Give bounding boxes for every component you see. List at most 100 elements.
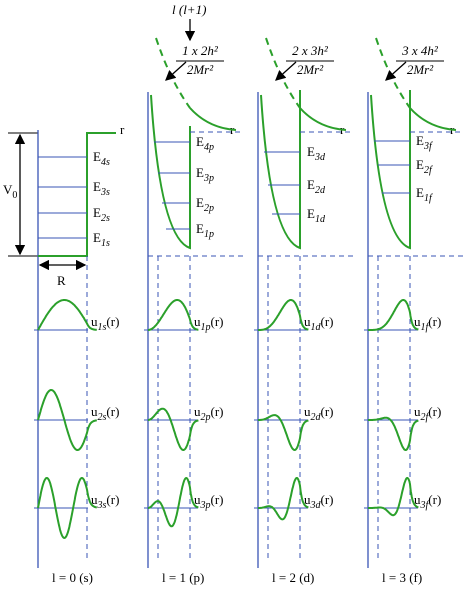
wavefunction (368, 416, 419, 451)
energy-sub: 2f (424, 165, 433, 176)
fn-sub: 2p (201, 412, 211, 423)
fn-arg: (r) (428, 314, 441, 329)
fn-arg: (r) (106, 314, 119, 329)
energy-label: E2p (196, 195, 214, 214)
wavefunction-label: u1p(r) (194, 314, 224, 333)
energy-label: E1d (307, 206, 326, 225)
energy-sub: 2s (101, 213, 110, 224)
barrier-numerator: 2 x 3h² (292, 43, 329, 58)
fn-arg: (r) (428, 492, 441, 507)
energy-sub: 1s (101, 238, 110, 249)
fn-sub: 3s (97, 500, 107, 511)
energy-sub: 4s (101, 157, 110, 168)
wavefunction-label: u1f(r) (414, 314, 441, 333)
fn-main: u (304, 492, 311, 507)
energy-main: E (93, 205, 101, 220)
fn-sub: 2f (421, 412, 430, 423)
barrier (189, 107, 237, 131)
energy-sub: 1d (315, 214, 326, 225)
barrier-arrow (165, 61, 187, 81)
fn-sub: 3d (310, 500, 322, 511)
energy-label: E4s (93, 149, 110, 168)
wavefunction (368, 299, 419, 331)
energy-label: E1f (416, 185, 433, 204)
barrier-arrow (275, 61, 297, 81)
energy-label: E3f (416, 133, 433, 152)
fn-arg: (r) (211, 314, 224, 329)
fn-arg: (r) (211, 492, 224, 507)
energy-main: E (416, 157, 424, 172)
fn-sub: 1d (311, 322, 322, 333)
wavefunction (368, 477, 419, 517)
wavefunction (37, 389, 97, 451)
energy-main: E (196, 221, 204, 236)
wavefunction-label: u1d(r) (304, 314, 334, 333)
depth-label: V0 (3, 182, 17, 201)
energy-main: E (196, 195, 204, 210)
column-caption: l = 0 (s) (52, 570, 93, 585)
energy-main: E (307, 144, 315, 159)
wavefunction-label: u2f(r) (414, 404, 441, 423)
fn-main: u (194, 314, 201, 329)
barrier-numerator: 3 x 4h² (401, 43, 439, 58)
fn-sub: 2d (311, 412, 322, 423)
column-caption: l = 3 (f) (382, 570, 422, 585)
fn-main: u (304, 404, 311, 419)
energy-label: E1p (196, 221, 214, 240)
fn-sub: 1f (421, 322, 430, 333)
wavefunction-label: u2d(r) (304, 404, 334, 423)
fn-sub: 3f (420, 500, 430, 511)
column-caption: l = 2 (d) (272, 570, 314, 585)
radius-label: R (57, 273, 66, 288)
energy-main: E (307, 177, 315, 192)
fn-sub: 1p (201, 322, 211, 333)
wavefunction-label: u3p(r) (194, 492, 224, 511)
energy-label: E1s (93, 230, 110, 249)
wavefunction (148, 299, 199, 331)
wavefunction-label: u3f(r) (414, 492, 441, 511)
fn-arg: (r) (106, 492, 119, 507)
fn-sub: 2s (98, 412, 107, 423)
barrier (409, 107, 457, 131)
fn-main: u (414, 404, 421, 419)
energy-label: E3d (307, 144, 326, 163)
wavefunction (148, 476, 199, 528)
energy-label: E2d (307, 177, 326, 196)
energy-sub: 1p (204, 229, 214, 240)
energy-main: E (196, 165, 204, 180)
depth-sub: 0 (12, 190, 17, 201)
fn-arg: (r) (211, 404, 224, 419)
column-caption: l = 1 (p) (162, 570, 204, 585)
fn-sub: 3p (200, 500, 211, 511)
fn-arg: (r) (428, 404, 441, 419)
barrier (299, 107, 347, 131)
fn-main: u (304, 314, 311, 329)
fn-arg: (r) (321, 404, 334, 419)
barrier-denominator: 2Mr² (297, 62, 324, 77)
wavefunction (258, 477, 309, 521)
well (38, 132, 116, 257)
barrier-numerator: 1 x 2h² (182, 43, 219, 58)
wavefunction (37, 299, 97, 331)
wavefunction (258, 414, 309, 452)
wavefunction-label: u1s(r) (91, 314, 119, 333)
energy-main: E (416, 133, 424, 148)
wavefunction-label: u2s(r) (91, 404, 119, 423)
energy-sub: 4p (204, 142, 214, 153)
energy-main: E (196, 134, 204, 149)
barrier-arrow (385, 61, 407, 81)
fn-sub: 1s (98, 322, 107, 333)
energy-main: E (93, 149, 101, 164)
fn-main: u (194, 492, 201, 507)
wavefunction (148, 407, 199, 451)
energy-label: E3p (196, 165, 214, 184)
fn-main: u (91, 492, 98, 507)
effective-potential (150, 94, 191, 250)
fn-main: u (194, 404, 201, 419)
energy-sub: 3f (423, 141, 433, 152)
wavefunction (37, 476, 97, 540)
energy-label: E3s (93, 179, 110, 198)
fn-arg: (r) (321, 314, 334, 329)
wavefunction-label: u2p(r) (194, 404, 224, 423)
